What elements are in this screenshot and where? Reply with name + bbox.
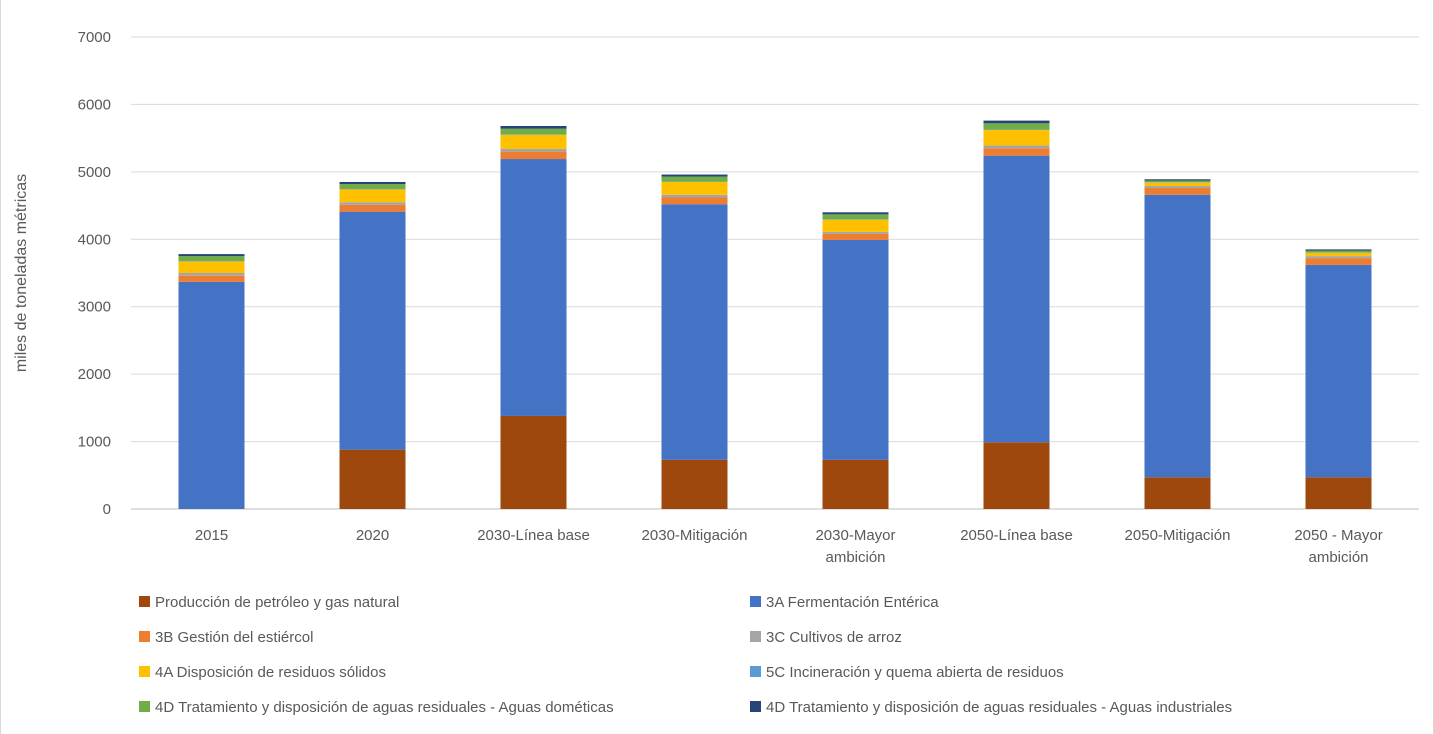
legend-swatch bbox=[139, 701, 150, 712]
legend-label: 4D Tratamiento y disposición de aguas re… bbox=[155, 699, 614, 716]
legend-swatch bbox=[139, 631, 150, 642]
bar-segment bbox=[822, 214, 889, 220]
y-axis-ticks: 0 1000 2000 3000 4000 5000 6000 7000 bbox=[78, 29, 111, 518]
y-tick-label: 0 bbox=[103, 501, 111, 518]
legend-label: 5C Incineración y quema abierta de resid… bbox=[766, 664, 1064, 681]
legend-label: 3A Fermentación Entérica bbox=[766, 594, 939, 611]
bar-segment bbox=[983, 145, 1050, 149]
bar-segment bbox=[1305, 256, 1372, 259]
bar-segment bbox=[983, 155, 1050, 443]
bar-segment bbox=[178, 261, 245, 273]
bar-segment bbox=[1144, 477, 1211, 509]
bar-segment bbox=[500, 126, 567, 129]
bar-segment bbox=[983, 123, 1050, 130]
bar-segment bbox=[339, 449, 406, 509]
x-tick-label: 2050-Línea base bbox=[960, 527, 1073, 544]
x-axis-ticks: 2015 2020 2030-Línea base 2030-Mitigación 20… bbox=[195, 527, 1383, 566]
bar-segment bbox=[500, 134, 567, 149]
legend-label: Producción de petróleo y gas natural bbox=[155, 594, 399, 611]
bar-segment bbox=[1144, 182, 1211, 187]
y-tick-label: 3000 bbox=[78, 299, 111, 316]
x-tick-label: 2050 - Mayor bbox=[1294, 527, 1382, 544]
legend: Producción de petróleo y gas natural 3A F… bbox=[139, 594, 1232, 716]
legend-label: 3B Gestión del estiércol bbox=[155, 629, 313, 646]
y-tick-label: 1000 bbox=[78, 434, 111, 451]
bar-segment bbox=[500, 148, 567, 152]
y-tick-label: 6000 bbox=[78, 96, 111, 113]
bar-segment bbox=[1144, 186, 1211, 189]
bar-segment bbox=[500, 415, 567, 509]
x-tick-label: 2020 bbox=[356, 527, 389, 544]
bar-segment bbox=[661, 197, 728, 205]
bar-segment bbox=[1305, 477, 1372, 509]
bar-segment bbox=[822, 459, 889, 509]
bar-segment bbox=[661, 194, 728, 198]
bar-segment bbox=[178, 281, 245, 509]
bar-segment bbox=[500, 151, 567, 160]
y-tick-label: 2000 bbox=[78, 366, 111, 383]
bar-segment bbox=[983, 442, 1050, 509]
bar-segment bbox=[500, 128, 567, 135]
bar-segment bbox=[500, 159, 567, 416]
bar-segment bbox=[822, 219, 889, 232]
bar-segment bbox=[822, 239, 889, 460]
bar-segment bbox=[661, 174, 728, 177]
legend-swatch bbox=[139, 666, 150, 677]
bar-segment bbox=[1305, 252, 1372, 257]
legend-label: 3C Cultivos de arroz bbox=[766, 629, 902, 646]
x-tick-label: ambición bbox=[1308, 549, 1368, 566]
bar-segment bbox=[178, 256, 245, 262]
legend-swatch bbox=[750, 701, 761, 712]
x-tick-label: ambición bbox=[825, 549, 885, 566]
bar-segment bbox=[178, 275, 245, 282]
x-tick-label: 2015 bbox=[195, 527, 228, 544]
bar-segment bbox=[822, 231, 889, 234]
legend-label: 4D Tratamiento y disposición de aguas re… bbox=[766, 699, 1232, 716]
bars bbox=[178, 120, 1372, 509]
bar-segment bbox=[1144, 180, 1211, 183]
bar-segment bbox=[339, 189, 406, 203]
bar-segment bbox=[661, 181, 728, 195]
legend-swatch bbox=[139, 596, 150, 607]
legend-swatch bbox=[750, 631, 761, 642]
bar-segment bbox=[983, 120, 1050, 124]
bar-segment bbox=[339, 181, 406, 184]
bar-segment bbox=[983, 130, 1050, 146]
legend-label: 4A Disposición de residuos sólidos bbox=[155, 664, 386, 681]
x-tick-label: 2030-Mitigación bbox=[642, 527, 748, 544]
bar-segment bbox=[1305, 264, 1372, 478]
bar-segment bbox=[661, 204, 728, 460]
bar-segment bbox=[1144, 194, 1211, 478]
x-tick-label: 2030-Línea base bbox=[477, 527, 590, 544]
bar-segment bbox=[661, 459, 728, 509]
y-axis-title: miles de toneladas métricas bbox=[13, 174, 30, 372]
x-tick-label: 2050-Mitigación bbox=[1125, 527, 1231, 544]
bar-segment bbox=[339, 211, 406, 450]
bar-segment bbox=[1144, 179, 1211, 181]
bar-segment bbox=[339, 204, 406, 212]
legend-swatch bbox=[750, 666, 761, 677]
bar-segment bbox=[1144, 188, 1211, 195]
y-tick-label: 4000 bbox=[78, 231, 111, 248]
bar-segment bbox=[178, 254, 245, 257]
bar-segment bbox=[178, 273, 245, 276]
bar-segment bbox=[1305, 250, 1372, 253]
gridlines bbox=[131, 36, 1419, 510]
bar-segment bbox=[1305, 258, 1372, 265]
bar-segment bbox=[661, 176, 728, 182]
y-tick-label: 5000 bbox=[78, 164, 111, 181]
bar-segment bbox=[822, 212, 889, 215]
bar-segment bbox=[1305, 249, 1372, 251]
bar-segment bbox=[339, 202, 406, 205]
legend-swatch bbox=[750, 596, 761, 607]
x-tick-label: 2030-Mayor bbox=[815, 527, 895, 544]
bar-segment bbox=[339, 183, 406, 190]
bar-segment bbox=[983, 148, 1050, 156]
bar-segment bbox=[822, 233, 889, 240]
y-tick-label: 7000 bbox=[78, 29, 111, 46]
